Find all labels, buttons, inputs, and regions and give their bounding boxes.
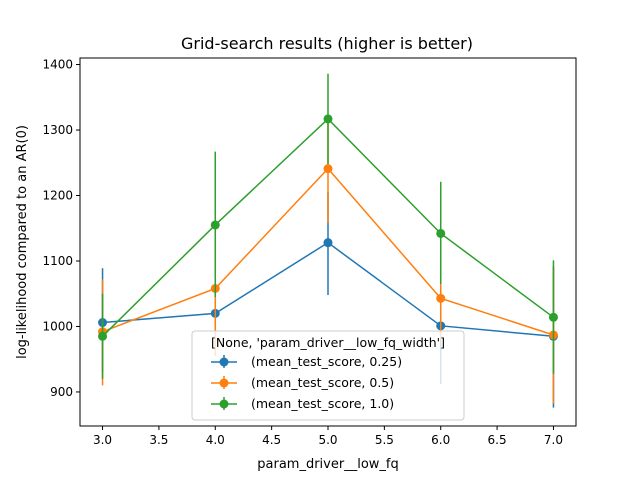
y-tick-label: 1400 [42, 58, 73, 72]
data-point [548, 312, 558, 322]
y-tick-label: 1100 [42, 254, 73, 268]
legend-label: (mean_test_score, 1.0) [251, 396, 394, 411]
legend-title: [None, 'param_driver__low_fq_width'] [211, 335, 445, 350]
x-tick-label: 7.0 [544, 433, 563, 447]
x-tick-label: 4.0 [206, 433, 225, 447]
y-tick-label: 900 [50, 385, 73, 399]
y-tick-label: 1000 [42, 319, 73, 333]
x-axis: 3.0 3.5 4.0 4.5 5.0 5.5 6.0 6.5 7.0 [93, 426, 563, 447]
legend-entry: (mean_test_score, 1.0) [211, 396, 394, 411]
legend-entry: (mean_test_score, 0.5) [211, 375, 394, 390]
data-point [98, 331, 108, 341]
legend-label: (mean_test_score, 0.5) [251, 375, 394, 390]
series-0 [98, 192, 558, 408]
legend-box [191, 330, 465, 421]
legend-label: (mean_test_score, 0.25) [251, 354, 402, 369]
legend-point-marker [219, 399, 229, 409]
data-point [436, 293, 446, 303]
legend-point-marker [219, 378, 229, 388]
legend-point-marker [219, 357, 229, 367]
x-axis-label: param_driver__low_fq [257, 457, 398, 472]
x-tick-label: 6.5 [488, 433, 507, 447]
legend-entry: (mean_test_score, 0.25) [211, 354, 402, 369]
x-tick-label: 6.0 [431, 433, 450, 447]
data-point [323, 164, 333, 174]
y-tick-label: 1200 [42, 189, 73, 203]
x-tick-label: 3.0 [93, 433, 112, 447]
x-tick-label: 5.5 [375, 433, 394, 447]
data-point [323, 114, 333, 124]
x-tick-label: 5.0 [318, 433, 337, 447]
legend: [None, 'param_driver__low_fq_width'] (me… [191, 330, 465, 421]
y-axis: 900 1000 1100 1200 1300 1400 [42, 58, 80, 399]
series-2 [98, 73, 558, 379]
y-axis-label: log-likelihood compared to an AR(0) [15, 125, 30, 359]
data-point [436, 228, 446, 238]
data-point [210, 220, 220, 230]
x-tick-label: 3.5 [149, 433, 168, 447]
data-point [323, 238, 333, 248]
legend-entries: (mean_test_score, 0.25) (mean_test_score,… [211, 354, 402, 411]
x-tick-label: 4.5 [262, 433, 281, 447]
chart-title: Grid-search results (higher is better) [181, 34, 473, 53]
plot-area [98, 73, 558, 408]
y-tick-label: 1300 [42, 123, 73, 137]
